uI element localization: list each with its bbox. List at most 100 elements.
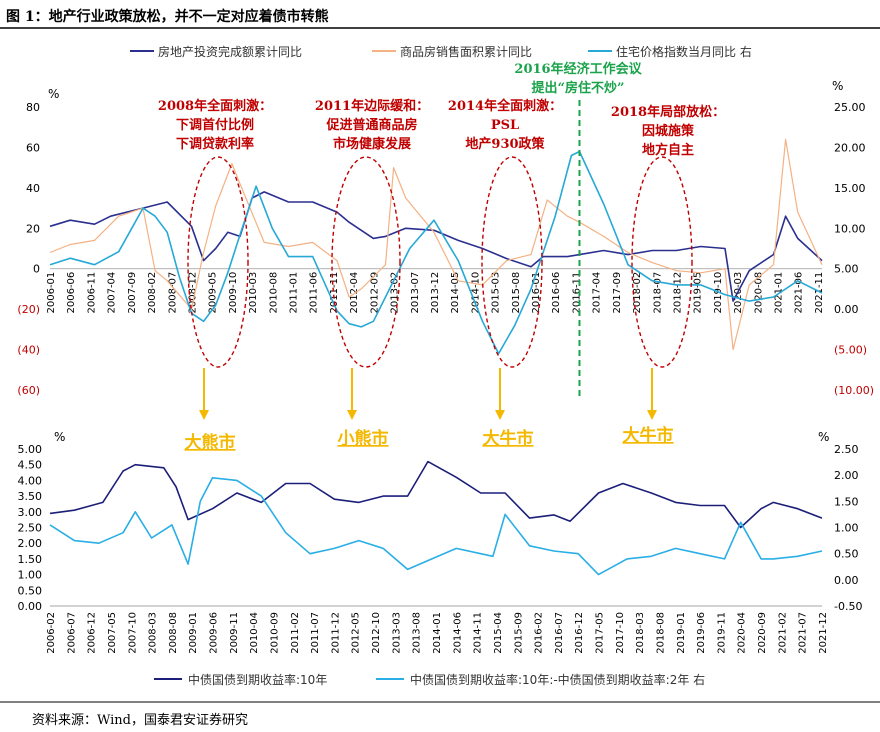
bottom-x-tick-label: 2010-09: [269, 612, 280, 654]
top-x-tick-label: 2006-01: [46, 272, 57, 314]
top-right-tick-label: 0.00: [834, 303, 859, 316]
bottom-x-tick-label: 2019-06: [696, 612, 707, 654]
bottom-left-tick-label: 4.00: [18, 474, 43, 487]
bottom-right-tick-label: 2.00: [834, 469, 859, 482]
bottom-x-tick-label: 2014-06: [452, 612, 463, 654]
top-left-tick-label: 0: [33, 263, 40, 276]
bottom-x-tick-label: 2006-07: [66, 612, 77, 654]
top-x-tick-label: 2015-03: [491, 272, 502, 314]
top-right-tick-label: 15.00: [834, 182, 866, 195]
bottom-x-tick-label: 2015-09: [513, 612, 524, 654]
top-chart: 房地产投资完成额累计同比 商品房销售面积累计同比 住宅价格指数当月同比 右%% 80 6…: [17, 44, 874, 453]
top-right-unit: %: [832, 79, 843, 93]
market-arrow-head-2: [495, 410, 505, 420]
policy-annotation-text: 市场健康发展: [333, 136, 412, 152]
bottom-x-tick-label: 2013-03: [391, 612, 402, 654]
bottom-x-tick-label: 2018-08: [655, 612, 666, 654]
top-x-tick-label: 2018-12: [672, 272, 683, 314]
top-x-tick-label: 2012-09: [369, 272, 380, 314]
bottom-x-tick-label: 2016-02: [534, 612, 545, 654]
bottom-right-unit: %: [818, 430, 829, 444]
bottom-x-tick-label: 2011-07: [310, 612, 321, 654]
top-left-tick-label: 40: [26, 182, 40, 195]
top-x-tick-label: 2010-08: [268, 272, 279, 314]
bottom-right-tick-label: 0.00: [834, 574, 859, 587]
bottom-series-line-0: [49, 460, 823, 529]
top-x-tick-label: 2017-09: [612, 272, 623, 314]
figure-title: 图 1：地产行业政策放松，并不一定对应着债市转熊: [6, 9, 329, 25]
top-left-tick-label: (60): [17, 384, 40, 397]
top-x-tick-label: 2017-04: [592, 272, 603, 314]
policy-annotation-text: 2008年全面刺激：: [158, 98, 272, 114]
top-x-tick-label: 2013-07: [410, 272, 421, 314]
bottom-x-tick-label: 2009-06: [209, 612, 220, 654]
top-x-tick-label: 2011-11: [329, 272, 340, 314]
top-right-tick-label: 10.00: [834, 222, 866, 235]
top-x-tick-label: 2018-02: [632, 272, 643, 314]
bottom-x-tick-label: 2021-07: [798, 612, 809, 654]
bottom-x-tick-label: 2018-03: [635, 612, 646, 654]
bottom-x-tick-label: 2021-12: [818, 612, 829, 654]
top-x-tick-label: 2008-12: [187, 272, 198, 314]
bottom-x-tick-label: 2012-05: [351, 612, 362, 654]
market-label-0: 大熊市: [185, 432, 236, 453]
bottom-x-tick-label: 2013-08: [412, 612, 423, 654]
policy-annotation-text: 因城施策: [642, 123, 695, 139]
bottom-x-tick-label: 2020-09: [757, 612, 768, 654]
top-x-tick-label: 2021-06: [794, 272, 805, 314]
bottom-x-tick-label: 2019-01: [676, 612, 687, 654]
bottom-x-tick-label: 2014-01: [432, 612, 443, 654]
policy-annotation-text: 2014年全面刺激：: [448, 98, 562, 114]
top-x-tick-label: 2013-12: [430, 272, 441, 314]
top-x-tick-label: 2019-05: [693, 272, 704, 314]
policy-ellipse-3: [631, 156, 693, 368]
bottom-right-tick-label: 1.50: [834, 495, 859, 508]
policy-annotation-text: PSL: [491, 118, 519, 133]
bottom-x-tick-label: 2020-04: [737, 612, 748, 654]
bottom-left-tick-label: 0.50: [18, 584, 43, 597]
bottom-legend: 中债国债到期收益率:10年 中债国债到期收益率:10年:-中债国债到期收益率:2年…: [154, 672, 705, 687]
bottom-right-tick-label: 1.00: [834, 522, 859, 535]
bottom-x-tick-label: 2007-05: [107, 612, 118, 654]
top-x-tick-label: 2015-08: [511, 272, 522, 314]
market-label-2: 大牛市: [483, 428, 534, 449]
policy-ellipse-1: [331, 156, 401, 368]
top-right-tick-label: 5.00: [834, 263, 859, 276]
bottom-left-tick-label: 0.00: [18, 600, 43, 613]
top-legend-label-0: 房地产投资完成额累计同比: [158, 44, 302, 59]
top-series-line-1: [49, 138, 823, 351]
top-legend-label-1: 商品房销售面积累计同比: [400, 44, 532, 59]
top-x-tick-label: 2016-11: [571, 272, 582, 314]
bottom-x-tick-label: 2008-08: [168, 612, 179, 654]
bottom-legend-label-1: 中债国债到期收益率:10年:-中债国债到期收益率:2年 右: [410, 672, 705, 687]
policy-annotation-text: 地产930政策: [465, 136, 545, 152]
bottom-right-ticks: 2.50 2.00 1.50 1.00 0.50 0.00 -0.50: [834, 443, 862, 613]
policy-annotation-text: 2016年经济工作会议: [514, 61, 642, 77]
top-x-tick-label: 2014-10: [470, 272, 481, 314]
bottom-x-tick-label: 2016-07: [554, 612, 565, 654]
bottom-x-tick-label: 2010-04: [249, 612, 260, 654]
bottom-left-tick-label: 3.00: [18, 506, 43, 519]
top-x-tick-label: 2010-03: [248, 272, 259, 314]
bottom-left-ticks: 5.00 4.50 4.00 3.50 3.00 2.50 2.00 1.50 1.00 0.50…: [18, 443, 43, 613]
top-x-tick-label: 2011-06: [309, 272, 320, 314]
bottom-x-tick-label: 2019-11: [716, 612, 727, 654]
top-left-tick-label: (40): [17, 344, 40, 357]
top-left-tick-label: (20): [17, 303, 40, 316]
policy-annotation-text: 下调贷款利率: [176, 136, 254, 152]
figure-title-bar: 图 1：地产行业政策放松，并不一定对应着债市转熊: [0, 0, 880, 30]
policy-ellipse-2: [481, 156, 543, 368]
policy-ellipse-0: [187, 156, 249, 368]
bottom-x-tick-label: 2009-01: [188, 612, 199, 654]
source-note: 资料来源：Wind，国泰君安证券研究: [32, 713, 248, 728]
top-left-unit: %: [48, 87, 59, 101]
top-x-tick-label: 2016-01: [531, 272, 542, 314]
bottom-left-tick-label: 1.00: [18, 569, 43, 582]
top-x-tick-label: 2018-07: [652, 272, 663, 314]
bottom-chart: % % 5.00 4.50 4.00 3.50 3.00 2.50 2.00 1.50 1.00 0.…: [18, 430, 863, 687]
bottom-x-tick-label: 2014-11: [473, 612, 484, 654]
top-x-tick-label: 2014-05: [450, 272, 461, 314]
market-arrow-head-3: [647, 410, 657, 420]
bottom-right-tick-label: -0.50: [834, 600, 862, 613]
